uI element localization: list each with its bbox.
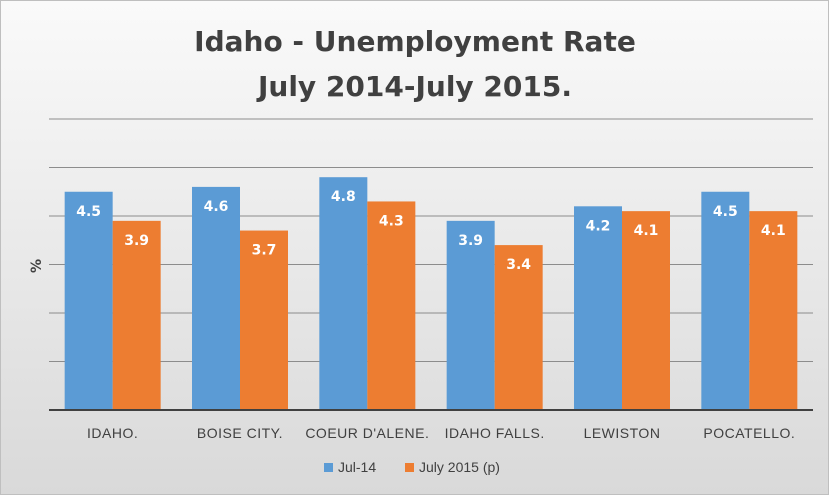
data-label: 4.3	[379, 213, 404, 229]
bar-jul-14-4	[574, 206, 622, 410]
data-label: 3.4	[506, 257, 531, 273]
bar-jul-2015-0	[112, 220, 161, 410]
x-tick-label: BOISE CITY.	[197, 425, 283, 441]
legend-entry: July 2015 (p)	[419, 459, 500, 475]
data-label: 3.7	[252, 243, 277, 259]
bar-jul-2015-1	[240, 230, 288, 410]
bars: 4.5 3.9 4.6 3.7 4.8 4.3 3.9 3.4 4.2 4.1 4.5 4.1	[64, 177, 798, 410]
data-label: 4.6	[204, 199, 229, 215]
chart-title-line-1: Idaho - Unemployment Rate	[194, 25, 636, 58]
data-label: 4.5	[713, 204, 738, 220]
data-label: 4.1	[634, 223, 659, 239]
legend: Jul-14 July 2015 (p)	[324, 459, 500, 475]
bar-jul-14-2	[319, 177, 368, 410]
bar-jul-2015-4	[622, 211, 670, 410]
data-label: 3.9	[124, 233, 149, 249]
x-tick-label: LEWISTON	[584, 425, 661, 441]
legend-swatch	[324, 463, 333, 472]
x-tick-label: POCATELLO.	[703, 425, 795, 441]
y-axis-label: %	[29, 259, 45, 273]
data-label: 4.1	[761, 223, 786, 239]
legend-swatch	[405, 463, 414, 472]
x-tick-label: IDAHO FALLS.	[445, 425, 545, 441]
gridlines	[49, 118, 813, 362]
bar-jul-14-5	[701, 191, 750, 410]
x-tick-label: IDAHO.	[87, 425, 138, 441]
bar-jul-2015-5	[749, 211, 798, 410]
data-label: 4.2	[586, 218, 611, 234]
data-label: 4.8	[331, 189, 356, 205]
bar-jul-14-3	[446, 220, 495, 410]
x-tick-label: COEUR D'ALENE.	[305, 425, 429, 441]
bar-jul-14-1	[192, 186, 240, 410]
data-label: 4.5	[76, 204, 101, 220]
bar-jul-14-0	[64, 191, 113, 410]
data-label: 3.9	[458, 233, 483, 249]
bar-jul-2015-3	[494, 245, 543, 410]
bar-jul-2015-2	[367, 201, 416, 410]
chart-title-line-2: July 2014-July 2015.	[256, 70, 572, 103]
x-tick-labels: IDAHO. BOISE CITY. COEUR D'ALENE. IDAHO FAL…	[87, 425, 795, 441]
legend-entry: Jul-14	[338, 459, 376, 475]
